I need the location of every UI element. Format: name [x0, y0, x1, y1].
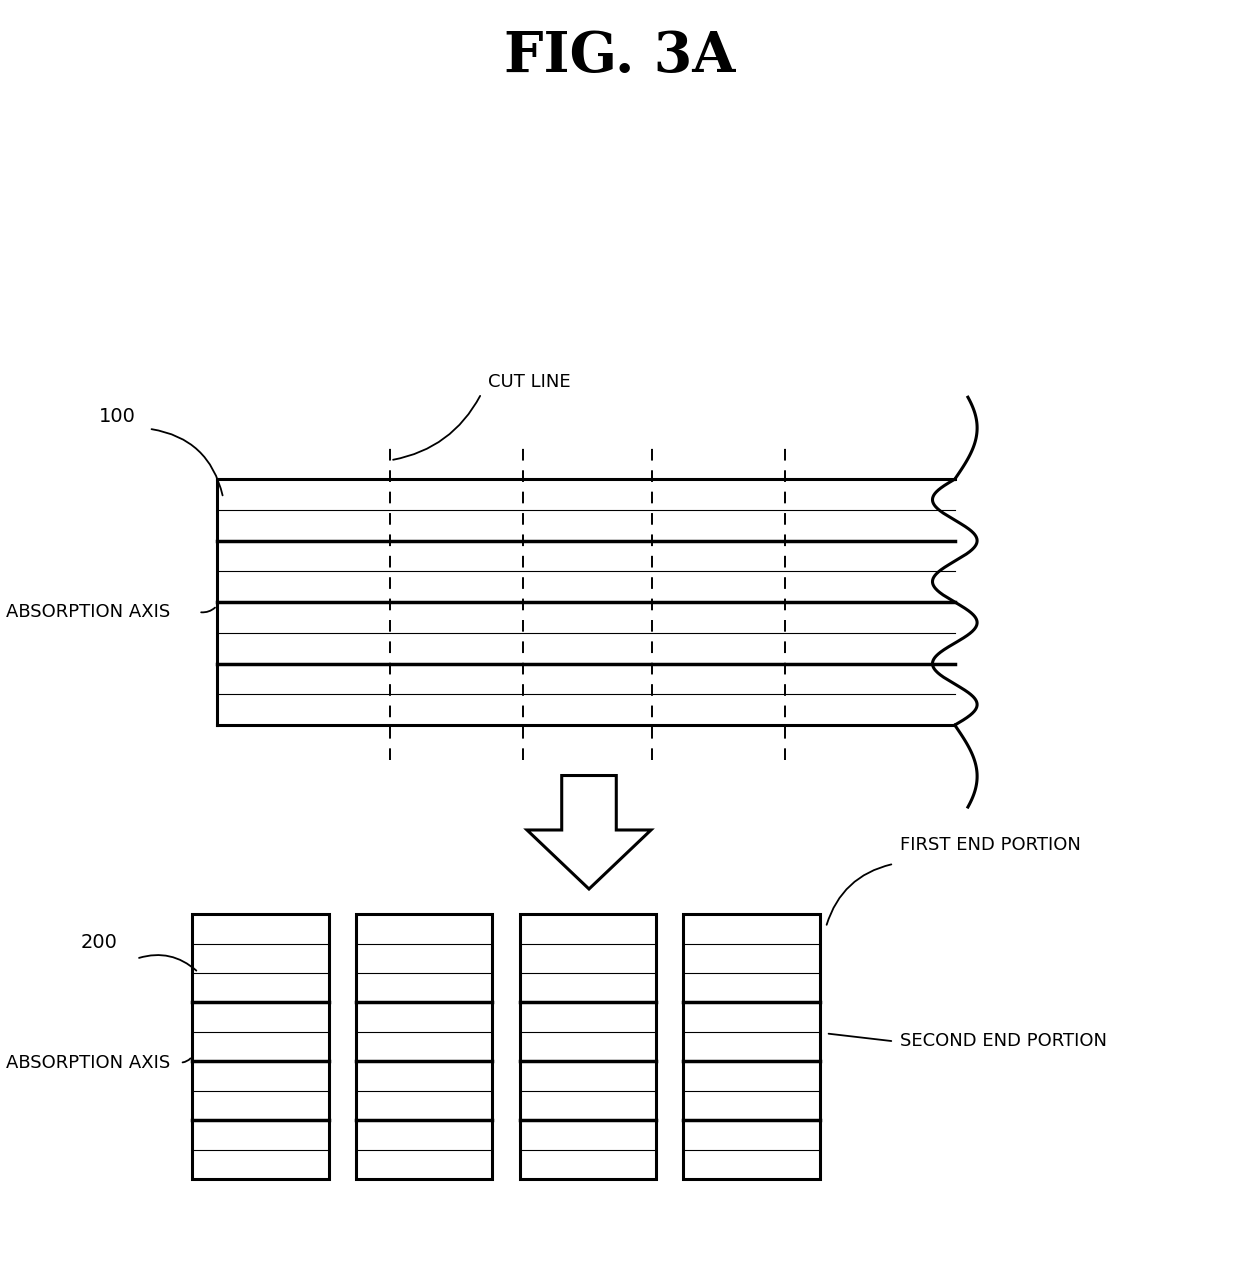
Text: SECOND END PORTION: SECOND END PORTION: [900, 1033, 1107, 1050]
Text: FIRST END PORTION: FIRST END PORTION: [900, 836, 1081, 854]
Text: FIG. 3A: FIG. 3A: [505, 29, 735, 84]
Text: 100: 100: [99, 406, 136, 426]
Text: 200: 200: [81, 933, 118, 952]
Text: ABSORPTION AXIS: ABSORPTION AXIS: [6, 1053, 170, 1072]
Text: CUT LINE: CUT LINE: [487, 373, 570, 391]
Bar: [520, 914, 656, 1179]
Bar: [683, 914, 820, 1179]
Bar: [356, 914, 492, 1179]
Polygon shape: [527, 776, 651, 889]
Text: ABSORPTION AXIS: ABSORPTION AXIS: [6, 603, 170, 620]
Bar: [192, 914, 329, 1179]
